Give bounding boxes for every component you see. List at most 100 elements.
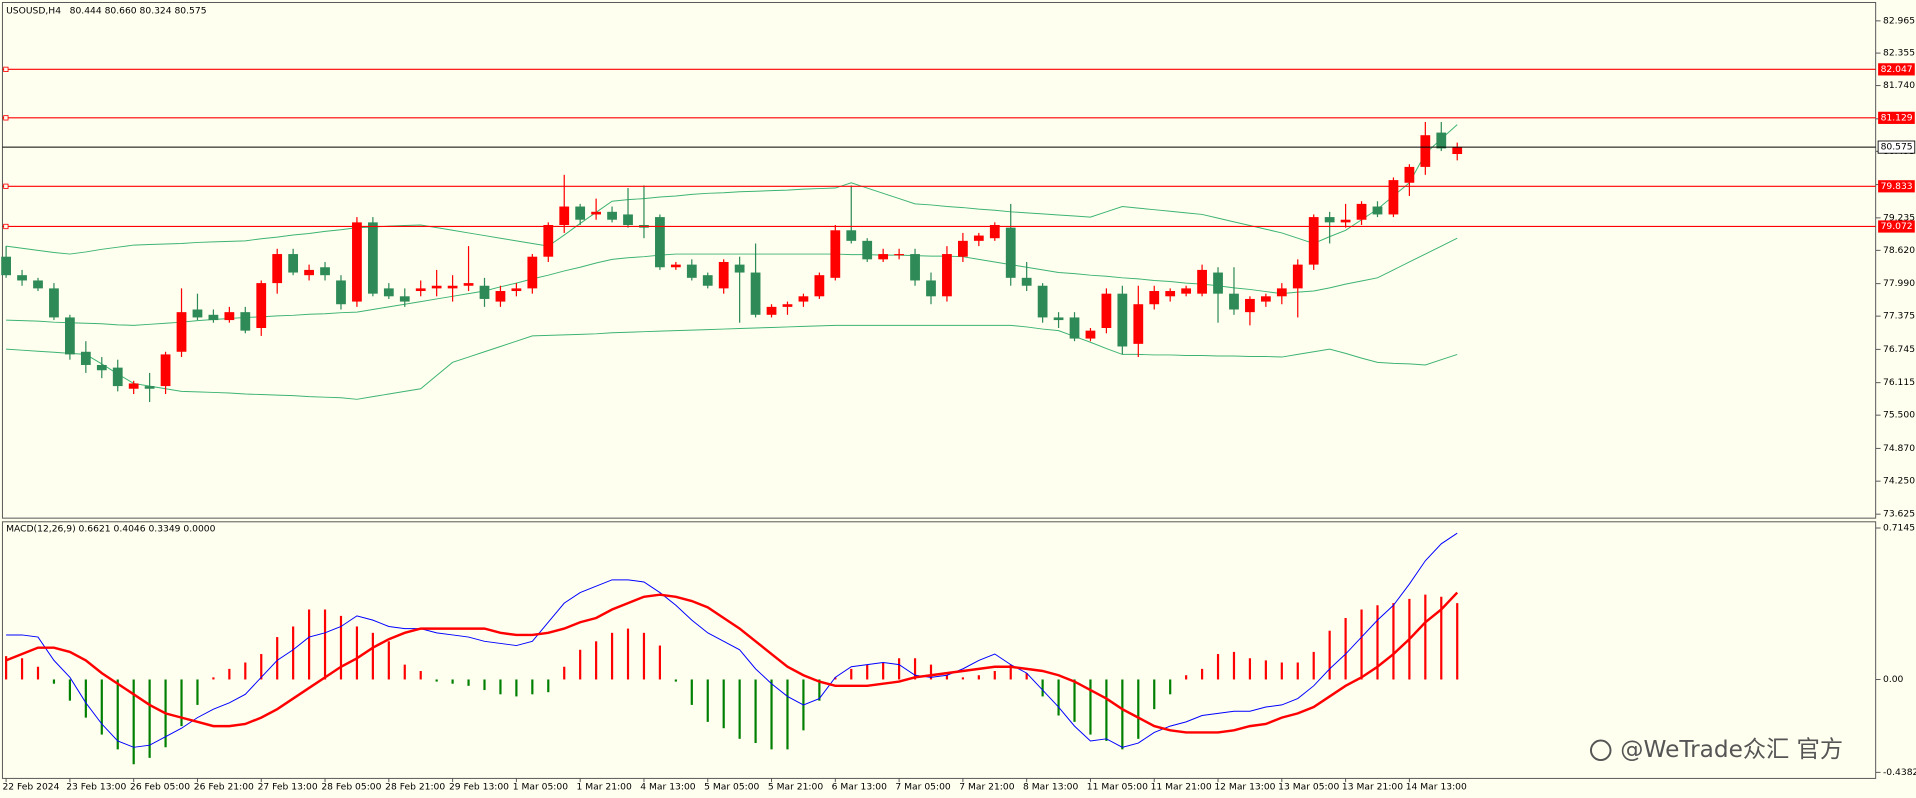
candle-body	[1005, 227, 1016, 278]
candle-body	[495, 291, 506, 302]
candle-body	[1388, 180, 1399, 215]
y-tick-label: 76.115	[1883, 377, 1915, 388]
level-handle	[3, 66, 9, 72]
y-tick-label: 73.625	[1883, 509, 1915, 520]
candle-body	[543, 225, 554, 257]
candle-body	[559, 206, 570, 226]
level-label: 79.072	[1881, 221, 1913, 232]
candle-body	[224, 312, 235, 321]
x-tick-label: 6 Mar 13:00	[832, 781, 887, 792]
candle-body	[830, 230, 841, 278]
candle-body	[1181, 288, 1192, 294]
x-tick-label: 1 Mar 05:00	[513, 781, 568, 792]
candle-body	[447, 285, 458, 289]
candle-body	[383, 288, 394, 297]
y-tick-label: 74.250	[1883, 476, 1915, 487]
candle-body	[1229, 293, 1239, 310]
x-tick-label: 23 Feb 13:00	[66, 781, 126, 792]
level-label-box	[1878, 111, 1915, 124]
candle-body	[607, 211, 617, 220]
y-tick-label: 77.990	[1883, 278, 1915, 289]
level-label: 81.129	[1881, 112, 1913, 123]
x-tick-label: 7 Mar 21:00	[959, 781, 1014, 792]
level-handle	[3, 115, 9, 121]
candle-body	[766, 306, 777, 315]
candle-body	[878, 254, 889, 260]
candle-body	[1021, 277, 1032, 286]
candle-body	[527, 256, 538, 289]
candle-body	[511, 288, 522, 292]
watermark: @WeTrade众汇 官方	[1620, 736, 1843, 763]
candle-body	[670, 264, 681, 268]
candle-body	[1324, 217, 1335, 223]
candle-body	[1117, 293, 1128, 347]
candle-body	[240, 312, 251, 331]
candle-body	[208, 314, 219, 321]
candle-body	[128, 383, 139, 389]
candle-body	[49, 288, 59, 318]
candle-body	[686, 264, 697, 278]
candle-body	[894, 254, 904, 256]
macd-line	[6, 532, 1458, 748]
bollinger-band	[6, 324, 1458, 400]
y-tick-label: 82.355	[1883, 48, 1915, 59]
candle-body	[1149, 291, 1160, 305]
candle-body	[352, 222, 362, 302]
candle-body	[1260, 296, 1271, 302]
candle-body	[80, 351, 91, 365]
candle-body	[1, 256, 11, 276]
y-tick-label: 81.740	[1883, 80, 1915, 91]
candle-body	[1292, 264, 1303, 289]
ohlc-text: 80.444 80.660 80.324 80.575	[70, 6, 207, 17]
y-tick-label: -0.4382	[1883, 767, 1916, 778]
candle-body	[17, 275, 27, 281]
candle-body	[320, 267, 330, 276]
x-tick-label: 7 Mar 05:00	[895, 781, 950, 792]
x-tick-label: 5 Mar 05:00	[704, 781, 759, 792]
candle-body	[336, 280, 346, 305]
candle-body	[288, 254, 299, 273]
candle-body	[1276, 288, 1287, 297]
candle-body	[96, 364, 107, 371]
candle-body	[112, 367, 123, 387]
bollinger-band	[6, 124, 1458, 255]
candle-body	[463, 283, 474, 286]
x-tick-label: 4 Mar 13:00	[640, 781, 695, 792]
x-tick-label: 8 Mar 13:00	[1023, 781, 1078, 792]
x-tick-label: 12 Mar 13:00	[1214, 781, 1275, 792]
y-tick-label: 79.235	[1883, 212, 1915, 223]
x-tick-label: 5 Mar 21:00	[768, 781, 823, 792]
x-tick-label: 1 Mar 21:00	[577, 781, 632, 792]
level-label: 82.047	[1881, 64, 1913, 75]
candle-body	[176, 312, 187, 352]
level-handle	[3, 183, 9, 189]
x-tick-label: 13 Mar 05:00	[1278, 781, 1339, 792]
candle-body	[415, 288, 426, 292]
macd-title: MACD(12,26,9) 0.6621 0.4046 0.3349 0.000…	[6, 524, 216, 535]
candle-body	[1245, 298, 1255, 313]
candle-body	[702, 275, 713, 286]
candle-body	[1133, 304, 1144, 344]
y-tick-label: 75.500	[1883, 410, 1915, 421]
macd-pane	[1, 521, 1877, 779]
candle-body	[798, 296, 809, 302]
x-tick-label: 14 Mar 13:00	[1406, 781, 1467, 792]
candle-body	[192, 309, 203, 318]
y-tick-label: 0.7145	[1883, 523, 1915, 534]
candle-body	[1037, 285, 1048, 318]
candle-body	[1420, 135, 1431, 167]
candle-body	[431, 285, 442, 289]
y-tick-label: 77.375	[1883, 311, 1915, 322]
candle-body	[814, 275, 825, 297]
x-tick-label: 11 Mar 21:00	[1151, 781, 1212, 792]
candle-body	[989, 225, 1000, 239]
candle-body	[1101, 293, 1112, 328]
candle-body	[65, 317, 75, 355]
candle-body	[479, 285, 490, 299]
candle-body	[575, 206, 586, 220]
candle-body	[1213, 272, 1223, 294]
candle-body	[1372, 206, 1383, 215]
macd-line	[5, 591, 1459, 734]
candle-body	[1197, 269, 1207, 294]
